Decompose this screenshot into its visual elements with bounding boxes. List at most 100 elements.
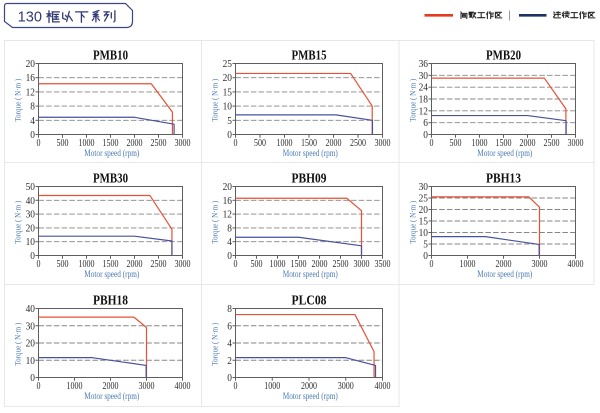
svg-text:12: 12 [26,86,35,98]
svg-text:50: 50 [26,181,35,193]
svg-text:10: 10 [26,355,35,367]
svg-text:0: 0 [227,372,232,384]
svg-text:2500: 2500 [333,259,349,270]
svg-text:0: 0 [37,381,41,392]
svg-text:40: 40 [26,303,35,315]
svg-text:1500: 1500 [496,138,512,149]
svg-text:Torque ( N·m ): Torque ( N·m ) [209,79,219,122]
svg-text:500: 500 [57,138,69,149]
svg-text:0: 0 [227,250,232,262]
svg-text:0: 0 [234,138,238,149]
svg-text:8: 8 [227,303,232,315]
svg-text:30: 30 [419,70,428,82]
svg-text:2000: 2000 [127,138,143,149]
svg-text:5: 5 [227,115,232,127]
svg-text:PLC08: PLC08 [292,294,327,309]
svg-text:1500: 1500 [103,138,119,149]
svg-text:4: 4 [227,236,232,248]
svg-text:3000: 3000 [338,381,354,392]
svg-text:0: 0 [37,138,41,149]
svg-text:0: 0 [423,250,428,262]
svg-text:Torque ( N·m ): Torque ( N·m ) [12,323,22,366]
svg-text:500: 500 [251,259,263,270]
svg-text:2000: 2000 [496,259,512,270]
svg-text:10: 10 [26,236,35,248]
svg-text:1000: 1000 [472,138,488,149]
svg-text:2000: 2000 [301,381,317,392]
svg-text:1000: 1000 [460,259,476,270]
svg-text:36: 36 [419,58,429,70]
svg-text:0: 0 [430,138,434,149]
svg-text:0: 0 [234,259,238,270]
svg-text:20: 20 [26,58,35,70]
svg-text:12: 12 [223,209,232,221]
svg-text:6: 6 [423,117,428,129]
svg-text:3500: 3500 [375,259,391,270]
svg-text:2500: 2500 [350,138,366,149]
svg-text:3000: 3000 [532,259,548,270]
svg-text:4: 4 [30,115,35,127]
svg-text:Torque ( N·m ): Torque ( N·m ) [209,323,219,366]
svg-text:20: 20 [223,72,232,84]
svg-text:1000: 1000 [67,381,83,392]
svg-text:30: 30 [26,320,35,332]
svg-text:3000: 3000 [375,138,391,149]
svg-text:5: 5 [423,239,428,251]
svg-text:20: 20 [26,338,35,350]
svg-text:1000: 1000 [277,138,293,149]
svg-text:PMB15: PMB15 [292,49,327,64]
svg-text:20: 20 [419,204,428,216]
svg-text:PMB10: PMB10 [93,49,128,64]
svg-text:PMB30: PMB30 [93,172,128,187]
svg-text:3000: 3000 [175,259,191,270]
svg-text:3000: 3000 [175,138,191,149]
svg-text:15: 15 [223,86,232,98]
svg-text:0: 0 [227,129,232,141]
svg-text:PMB20: PMB20 [486,49,521,64]
svg-text:16: 16 [26,72,36,84]
svg-text:25: 25 [223,58,232,70]
svg-text:2500: 2500 [151,138,167,149]
svg-text:1500: 1500 [291,259,307,270]
svg-text:2000: 2000 [312,259,328,270]
svg-text:1000: 1000 [79,138,95,149]
svg-text:PBH18: PBH18 [93,294,128,309]
svg-text:40: 40 [26,195,35,207]
svg-text:4000: 4000 [375,381,391,392]
svg-text:3000: 3000 [354,259,370,270]
svg-text:2000: 2000 [326,138,342,149]
svg-text:2000: 2000 [520,138,536,149]
svg-text:2500: 2500 [151,259,167,270]
svg-text:1500: 1500 [103,259,119,270]
svg-text:Torque ( N·m ): Torque ( N·m ) [12,79,22,122]
svg-text:2500: 2500 [544,138,560,149]
svg-text:2000: 2000 [103,381,119,392]
svg-text:PBH13: PBH13 [486,172,521,187]
svg-text:30: 30 [419,181,428,193]
svg-text:4000: 4000 [568,259,584,270]
svg-text:4000: 4000 [175,381,191,392]
svg-text:30: 30 [26,209,35,221]
svg-text:PBH09: PBH09 [292,172,327,187]
svg-text:10: 10 [223,101,232,113]
svg-text:8: 8 [227,222,232,234]
svg-text:18: 18 [419,94,428,106]
svg-text:0: 0 [234,381,238,392]
svg-text:1000: 1000 [270,259,286,270]
svg-text:Motor speed (rpm): Motor speed (rpm) [84,391,139,401]
svg-text:0: 0 [37,259,41,270]
svg-text:4: 4 [227,338,232,350]
svg-text:20: 20 [26,222,35,234]
svg-text:1000: 1000 [79,259,95,270]
svg-text:0: 0 [30,372,35,384]
svg-text:25: 25 [419,193,428,205]
svg-text:0: 0 [30,129,35,141]
svg-text:500: 500 [450,138,462,149]
svg-text:Motor speed (rpm): Motor speed (rpm) [84,269,139,279]
svg-text:3000: 3000 [568,138,584,149]
svg-text:Torque ( N·m ): Torque ( N·m ) [209,201,219,244]
svg-text:Motor speed (rpm): Motor speed (rpm) [283,148,338,158]
svg-text:2: 2 [227,355,232,367]
svg-text:Motor speed (rpm): Motor speed (rpm) [84,148,139,158]
svg-text:0: 0 [423,129,428,141]
